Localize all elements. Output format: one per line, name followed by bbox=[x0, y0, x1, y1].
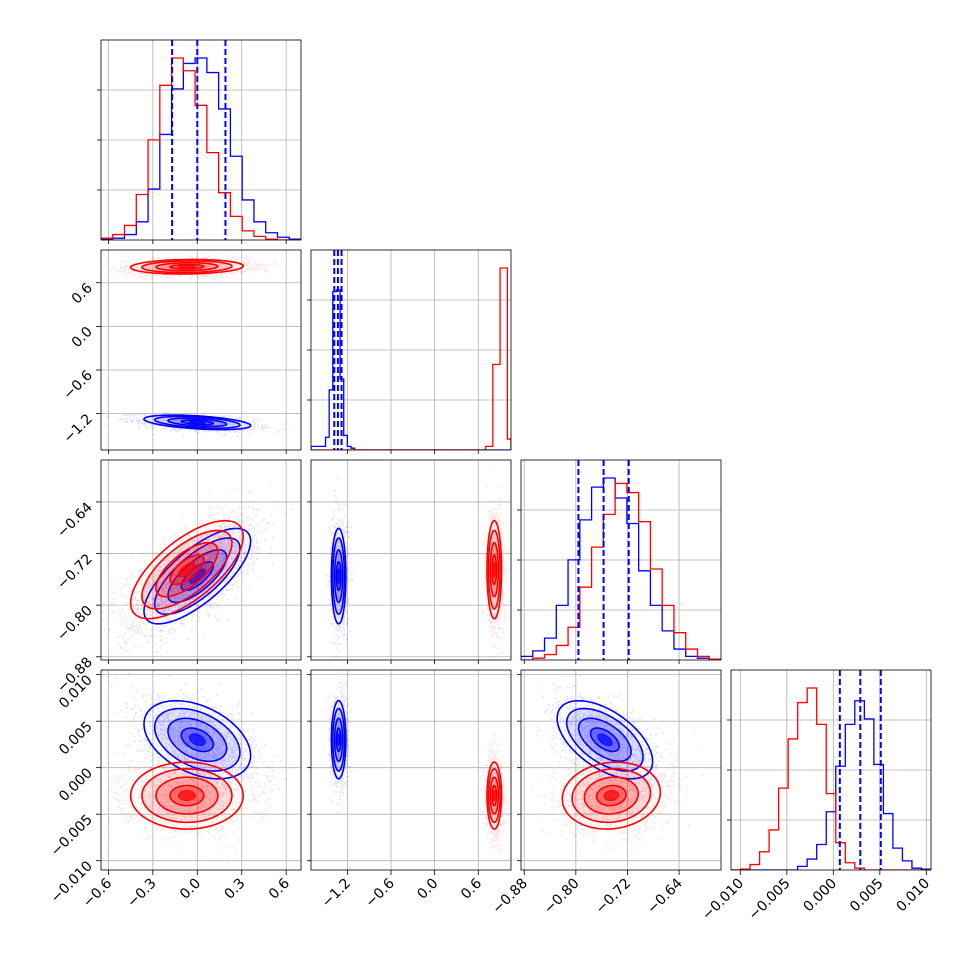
histogram-red-0 bbox=[101, 57, 301, 240]
hist-panel-3 bbox=[727, 669, 932, 871]
panel-border bbox=[520, 459, 722, 661]
scatter-clip-group-3-0 bbox=[106, 670, 286, 870]
panel-border bbox=[520, 669, 722, 871]
scatter-panel-3-0 bbox=[100, 669, 302, 871]
x-tick-label-1-2: 0.0 bbox=[414, 876, 441, 903]
scatter-panel-2-0-bg bbox=[101, 460, 301, 660]
scatter-points-blue bbox=[535, 671, 681, 818]
y-tick-label-1-0: −1.2 bbox=[60, 411, 95, 446]
scatter-panel-2-0 bbox=[100, 459, 302, 661]
contour-red bbox=[492, 561, 496, 578]
scatter-points-blue bbox=[325, 478, 354, 658]
contour-red bbox=[492, 790, 496, 802]
x-tick-label-3-4: 0.010 bbox=[894, 876, 934, 916]
x-tick-label-3-3: 0.005 bbox=[847, 876, 887, 916]
scatter-panel-3-2 bbox=[520, 669, 722, 871]
scatter-panel-3-1 bbox=[310, 669, 512, 871]
scatter-clip-group-2-0 bbox=[101, 484, 293, 658]
panel-border bbox=[100, 249, 302, 451]
contour-red bbox=[129, 258, 245, 275]
x-tick-label-0-1: −0.3 bbox=[124, 876, 159, 911]
x-tick-label-0-2: 0.0 bbox=[177, 876, 204, 903]
contour-blue bbox=[337, 568, 341, 584]
x-tick-label-0-3: 0.3 bbox=[222, 876, 249, 903]
contour-blue bbox=[143, 699, 252, 780]
histogram-red-2 bbox=[521, 482, 721, 660]
hist-clip-group-3 bbox=[731, 670, 931, 870]
y-tick-label-2-3: −0.64 bbox=[54, 499, 96, 541]
contour-red bbox=[129, 761, 245, 830]
y-tick-label-1-2: 0.0 bbox=[69, 324, 96, 351]
hist-panel-1 bbox=[307, 249, 512, 451]
x-tick-label-1-3: 0.6 bbox=[458, 875, 485, 902]
hist-clip-group-1 bbox=[311, 250, 511, 450]
scatter-panel-3-1-bg bbox=[311, 670, 511, 870]
panel-border bbox=[730, 669, 932, 871]
y-tick-label-2-1: −0.80 bbox=[54, 603, 96, 645]
y-tick-label-1-3: 0.6 bbox=[69, 280, 96, 307]
y-tick-label-3-2: 0.000 bbox=[56, 765, 96, 805]
scatter-clip-group-3-1 bbox=[324, 671, 510, 852]
scatter-panel-2-1 bbox=[310, 459, 512, 661]
contour-red bbox=[603, 790, 620, 802]
histogram-blue-1 bbox=[311, 289, 511, 450]
x-tick-label-3-1: −0.005 bbox=[746, 876, 794, 924]
scatter-clip-group-2-1 bbox=[325, 467, 509, 658]
contour-red bbox=[178, 790, 196, 802]
contour-red bbox=[561, 761, 662, 830]
x-tick-label-0-4: 0.6 bbox=[266, 875, 293, 902]
y-tick-label-2-2: −0.72 bbox=[54, 551, 96, 593]
contour-blue bbox=[143, 414, 252, 431]
contour-red bbox=[178, 561, 196, 578]
x-tick-label-2-2: −0.72 bbox=[593, 876, 635, 918]
contour-blue bbox=[188, 420, 206, 424]
x-tick-label-2-1: −0.80 bbox=[541, 876, 583, 918]
x-tick-label-1-0: −1.2 bbox=[319, 876, 354, 911]
x-tick-label-0-0: −0.6 bbox=[80, 875, 115, 910]
contour-blue bbox=[330, 527, 347, 625]
contour-blue bbox=[556, 699, 654, 780]
hist-panel-0 bbox=[97, 39, 302, 241]
contour-blue bbox=[188, 733, 206, 747]
histogram-blue-0 bbox=[101, 57, 301, 240]
histogram-red-1 bbox=[311, 267, 511, 450]
panel-border bbox=[100, 39, 302, 241]
histogram-blue-3 bbox=[731, 700, 931, 870]
histogram-red-3 bbox=[731, 687, 931, 870]
y-tick-label-3-1: −0.005 bbox=[48, 812, 96, 860]
contour-red bbox=[486, 761, 503, 830]
scatter-panel-1-0 bbox=[100, 249, 302, 451]
histogram-blue-2 bbox=[521, 477, 721, 660]
panel-border bbox=[310, 669, 512, 871]
scatter-clip-group-3-2 bbox=[531, 671, 704, 854]
hist-clip-group-2 bbox=[521, 460, 721, 660]
panel-border bbox=[100, 459, 302, 661]
contour-red bbox=[486, 519, 503, 620]
panel-border bbox=[310, 459, 512, 661]
x-tick-label-2-0: −0.88 bbox=[489, 876, 531, 918]
hist-clip-group-0 bbox=[101, 40, 301, 240]
panel-border bbox=[100, 669, 302, 871]
scatter-clip-group-1-0 bbox=[103, 254, 299, 437]
scatter-points-red bbox=[531, 732, 704, 854]
x-tick-label-2-3: −0.64 bbox=[644, 875, 686, 917]
contour-red bbox=[178, 265, 196, 269]
x-tick-label-3-0: −0.010 bbox=[699, 876, 747, 924]
hist-panel-2 bbox=[517, 459, 722, 661]
y-tick-label-1-1: −0.6 bbox=[60, 367, 95, 402]
contour-blue bbox=[337, 733, 341, 747]
contour-red bbox=[129, 519, 245, 620]
x-tick-label-3-2: 0.000 bbox=[800, 876, 840, 916]
contour-blue bbox=[597, 733, 613, 747]
x-tick-label-1-1: −0.6 bbox=[362, 875, 397, 910]
panel-border bbox=[310, 249, 512, 451]
y-tick-label-3-3: 0.005 bbox=[56, 719, 96, 759]
contour-blue bbox=[330, 699, 347, 780]
